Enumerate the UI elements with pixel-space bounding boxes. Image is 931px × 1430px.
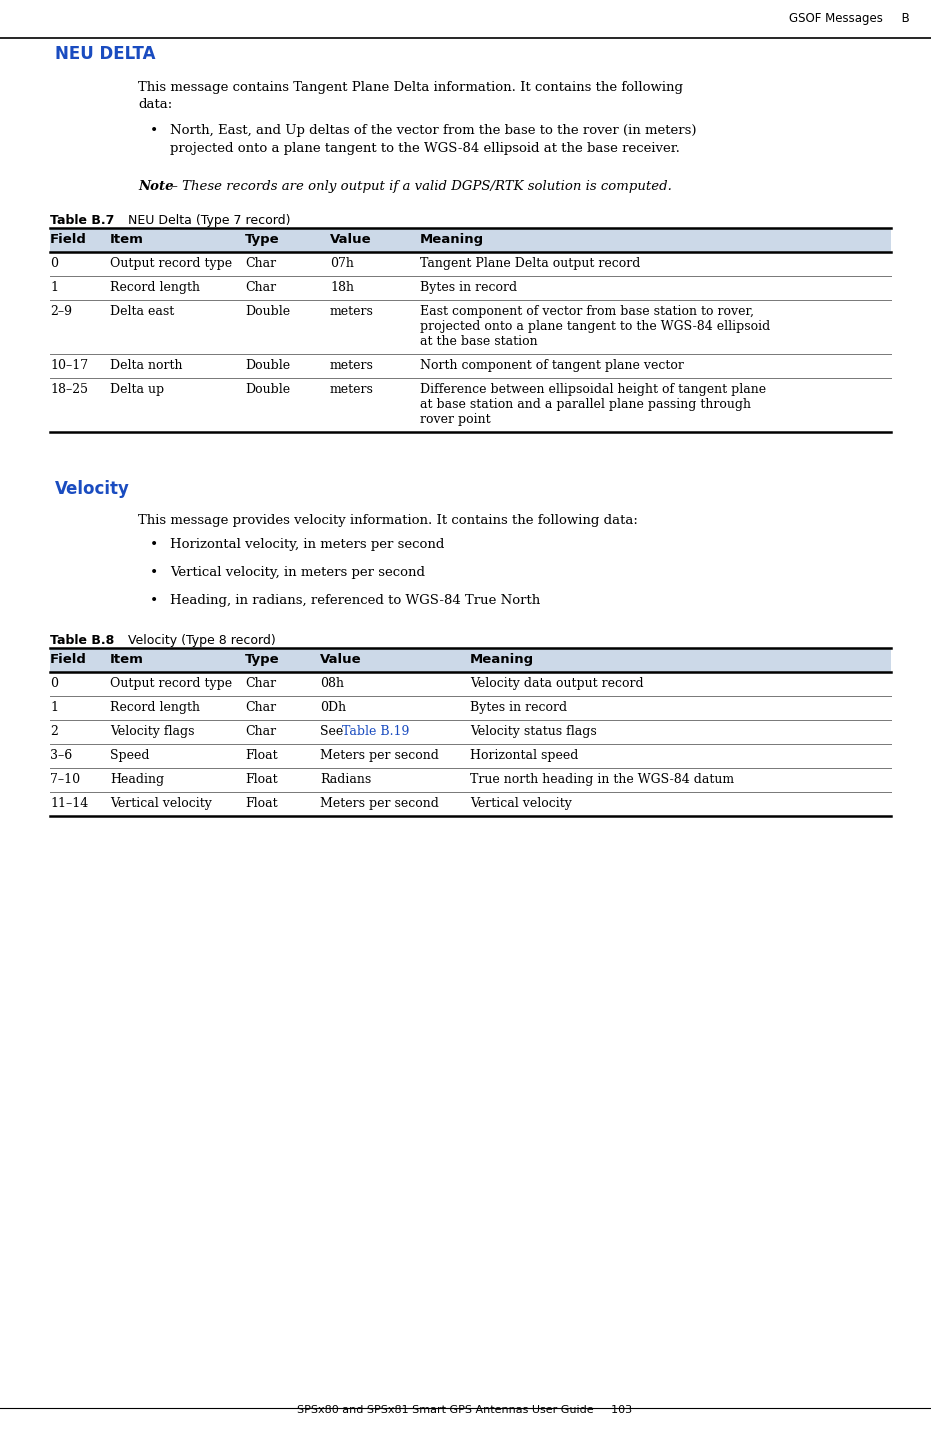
Text: North component of tangent plane vector: North component of tangent plane vector — [420, 359, 684, 372]
Text: •: • — [150, 593, 158, 608]
Text: Double: Double — [245, 305, 290, 317]
Text: data:: data: — [138, 99, 172, 112]
Text: NEU Delta (Type 7 record): NEU Delta (Type 7 record) — [108, 214, 290, 227]
Text: Float: Float — [245, 749, 277, 762]
Text: Meaning: Meaning — [420, 233, 484, 246]
Text: 2: 2 — [50, 725, 58, 738]
Text: Char: Char — [245, 701, 277, 714]
Text: •: • — [150, 124, 158, 139]
Text: 2–9: 2–9 — [50, 305, 72, 317]
Text: Meters per second: Meters per second — [320, 749, 439, 762]
Text: meters: meters — [330, 359, 374, 372]
Text: NEU DELTA: NEU DELTA — [55, 44, 155, 63]
Text: Value: Value — [330, 233, 371, 246]
Text: 11–14: 11–14 — [50, 797, 88, 809]
Text: Delta north: Delta north — [110, 359, 182, 372]
Text: meters: meters — [330, 383, 374, 396]
Text: Type: Type — [245, 654, 279, 666]
Text: Item: Item — [110, 233, 144, 246]
Text: Vertical velocity, in meters per second: Vertical velocity, in meters per second — [170, 566, 425, 579]
Text: Double: Double — [245, 359, 290, 372]
Text: 18h: 18h — [330, 282, 354, 295]
Text: Delta east: Delta east — [110, 305, 174, 317]
Text: This message contains Tangent Plane Delta information. It contains the following: This message contains Tangent Plane Delt… — [138, 82, 683, 94]
Text: 7–10: 7–10 — [50, 774, 80, 786]
Text: Char: Char — [245, 676, 277, 691]
Text: Value: Value — [320, 654, 361, 666]
Text: Heading, in radians, referenced to WGS-84 True North: Heading, in radians, referenced to WGS-8… — [170, 593, 540, 606]
Text: Table B.7: Table B.7 — [50, 214, 115, 227]
Text: •: • — [150, 566, 158, 581]
Text: Output record type: Output record type — [110, 676, 232, 691]
Text: Meters per second: Meters per second — [320, 797, 439, 809]
Bar — [50, 227, 891, 252]
Text: 1: 1 — [50, 701, 58, 714]
Text: Heading: Heading — [110, 774, 164, 786]
Text: Vertical velocity: Vertical velocity — [110, 797, 212, 809]
Text: •: • — [150, 538, 158, 552]
Text: North, East, and Up deltas of the vector from the base to the rover (in meters): North, East, and Up deltas of the vector… — [170, 124, 696, 137]
Text: projected onto a plane tangent to the WGS-84 ellipsoid: projected onto a plane tangent to the WG… — [420, 320, 770, 333]
Text: 0Dh: 0Dh — [320, 701, 346, 714]
Text: This message provides velocity information. It contains the following data:: This message provides velocity informati… — [138, 513, 638, 528]
Text: Bytes in record: Bytes in record — [470, 701, 567, 714]
Text: Field: Field — [50, 233, 87, 246]
Text: True north heading in the WGS-84 datum: True north heading in the WGS-84 datum — [470, 774, 735, 786]
Text: Output record type: Output record type — [110, 257, 232, 270]
Text: Delta up: Delta up — [110, 383, 164, 396]
Text: 07h: 07h — [330, 257, 354, 270]
Text: 3–6: 3–6 — [50, 749, 73, 762]
Text: 0: 0 — [50, 676, 58, 691]
Text: Item: Item — [110, 654, 144, 666]
Text: Field: Field — [50, 654, 87, 666]
Text: Tangent Plane Delta output record: Tangent Plane Delta output record — [420, 257, 641, 270]
Text: meters: meters — [330, 305, 374, 317]
Text: Char: Char — [245, 725, 277, 738]
Text: Float: Float — [245, 797, 277, 809]
Text: See: See — [320, 725, 347, 738]
Text: – These records are only output if a valid DGPS/RTK solution is computed.: – These records are only output if a val… — [167, 180, 672, 193]
Text: Char: Char — [245, 257, 277, 270]
Text: Char: Char — [245, 282, 277, 295]
Text: Table B.8: Table B.8 — [50, 633, 115, 646]
Text: Double: Double — [245, 383, 290, 396]
Text: Float: Float — [245, 774, 277, 786]
Text: GSOF Messages     B: GSOF Messages B — [789, 11, 910, 24]
Text: at base station and a parallel plane passing through: at base station and a parallel plane pas… — [420, 398, 751, 410]
Text: Meaning: Meaning — [470, 654, 534, 666]
Text: 1: 1 — [50, 282, 58, 295]
Text: Record length: Record length — [110, 701, 200, 714]
Text: 08h: 08h — [320, 676, 344, 691]
Text: Speed: Speed — [110, 749, 150, 762]
Text: Vertical velocity: Vertical velocity — [470, 797, 572, 809]
Text: 0: 0 — [50, 257, 58, 270]
Text: 10–17: 10–17 — [50, 359, 88, 372]
Text: Type: Type — [245, 233, 279, 246]
Text: rover point: rover point — [420, 413, 491, 426]
Text: Record length: Record length — [110, 282, 200, 295]
Text: Horizontal velocity, in meters per second: Horizontal velocity, in meters per secon… — [170, 538, 444, 551]
Text: Velocity status flags: Velocity status flags — [470, 725, 597, 738]
Text: Difference between ellipsoidal height of tangent plane: Difference between ellipsoidal height of… — [420, 383, 766, 396]
Bar — [50, 648, 891, 672]
Text: Note: Note — [138, 180, 173, 193]
Text: 18–25: 18–25 — [50, 383, 88, 396]
Text: East component of vector from base station to rover,: East component of vector from base stati… — [420, 305, 754, 317]
Text: SPSx80 and SPSx81 Smart GPS Antennas User Guide     103: SPSx80 and SPSx81 Smart GPS Antennas Use… — [297, 1406, 632, 1416]
Text: at the base station: at the base station — [420, 335, 537, 347]
Text: projected onto a plane tangent to the WGS-84 ellipsoid at the base receiver.: projected onto a plane tangent to the WG… — [170, 142, 680, 154]
Text: Velocity data output record: Velocity data output record — [470, 676, 643, 691]
Text: Radians: Radians — [320, 774, 371, 786]
Text: Table B.19: Table B.19 — [342, 725, 410, 738]
Text: Velocity (Type 8 record): Velocity (Type 8 record) — [108, 633, 276, 646]
Text: Velocity flags: Velocity flags — [110, 725, 195, 738]
Text: Velocity: Velocity — [55, 480, 130, 498]
Text: Bytes in record: Bytes in record — [420, 282, 517, 295]
Text: Horizontal speed: Horizontal speed — [470, 749, 578, 762]
